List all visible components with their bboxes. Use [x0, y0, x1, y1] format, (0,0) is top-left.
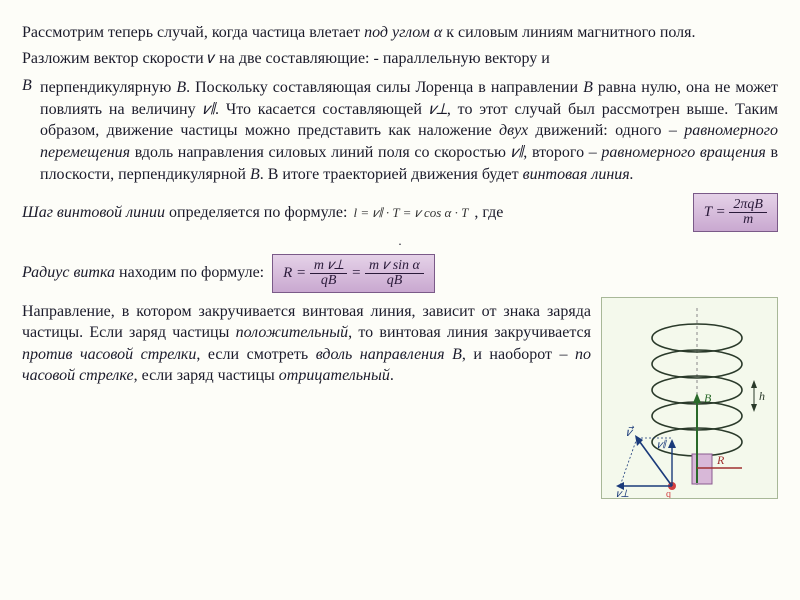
t: двух	[499, 122, 528, 139]
t: . Что касается составляющей	[215, 101, 429, 118]
t: положительный	[236, 324, 349, 341]
p1b: под углом α	[364, 24, 442, 41]
radius-line: Радиус витка находим по формуле: R = m 𝑣…	[22, 254, 778, 293]
t: m	[729, 213, 767, 227]
t: B	[452, 346, 462, 363]
t: определяется по формуле:	[165, 204, 347, 221]
t: перпендикулярную	[40, 79, 176, 96]
t: . В итоге траекторией движения будет	[260, 166, 523, 183]
label-q: q	[666, 489, 671, 498]
t: 𝑣∥	[202, 101, 215, 118]
t: равномерного вращения	[601, 144, 765, 161]
step-line: Шаг винтовой линии определяется по форму…	[22, 193, 778, 232]
t: вдоль направления	[316, 346, 452, 363]
t: qB	[365, 274, 424, 288]
t: отрицательный	[279, 367, 390, 384]
t: , и наоборот –	[462, 346, 575, 363]
t: R =	[283, 265, 310, 281]
b-side-label: B	[22, 73, 40, 189]
t: , где	[474, 202, 503, 224]
t: Радиус витка	[22, 264, 115, 281]
label-vperp: 𝑣⊥	[616, 488, 629, 498]
label-h: h	[759, 389, 765, 403]
t: .	[390, 367, 394, 384]
t: T =	[704, 204, 730, 220]
t: Шаг винтовой линии	[22, 204, 165, 221]
p1c: к силовым линиям магнитного поля.	[442, 24, 695, 41]
radius-formula-box: R = m 𝑣⊥qB = m 𝑣 sin αqB	[272, 254, 435, 293]
step-dot: .	[22, 232, 778, 250]
t: qB	[310, 274, 348, 288]
t: m 𝑣 sin α	[365, 259, 424, 274]
t: , если заряд частицы	[134, 367, 279, 384]
t: . Поскольку составляющая силы Лоренца в …	[186, 79, 583, 96]
t: винтовая линия.	[523, 166, 634, 183]
label-v: 𝑣⃗	[626, 425, 635, 439]
label-R: R	[716, 453, 725, 467]
t: находим по формуле:	[115, 264, 264, 281]
t: m 𝑣⊥	[310, 259, 348, 274]
paragraph-2: Разложим вектор скорости 𝑣 на две состав…	[22, 48, 778, 70]
direction-paragraph: Направление, в котором закручивается вин…	[22, 301, 591, 387]
t: , если смотреть	[196, 346, 315, 363]
t: против часовой стрелки	[22, 346, 196, 363]
label-B: B⃗	[704, 391, 721, 405]
helix-diagram: B⃗ q 𝑣⃗ 𝑣⊥ 𝑣∥ R h	[601, 297, 778, 499]
t: B	[176, 79, 186, 96]
paragraph-2b: перпендикулярную B. Поскольку составляющ…	[40, 77, 778, 185]
t: B	[250, 166, 260, 183]
t: 2πqB	[729, 198, 767, 213]
label-vpar: 𝑣∥	[657, 439, 667, 451]
step-formula: l = 𝑣∥ · T = 𝑣 cos α · T	[353, 204, 468, 222]
t: 𝑣⊥	[429, 101, 447, 118]
paragraph-1: Рассмотрим теперь случай, когда частица …	[22, 22, 778, 44]
t: 𝑣∥	[511, 144, 524, 161]
period-formula-box: T = 2πqBm	[693, 193, 778, 232]
t: , то винтовая линия закручивается	[348, 324, 591, 341]
t: B	[583, 79, 593, 96]
t: вдоль направления силовых линий поля со …	[130, 144, 511, 161]
t: , второго –	[523, 144, 601, 161]
t: движений: одного –	[528, 122, 684, 139]
p1a: Рассмотрим теперь случай, когда частица …	[22, 24, 364, 41]
